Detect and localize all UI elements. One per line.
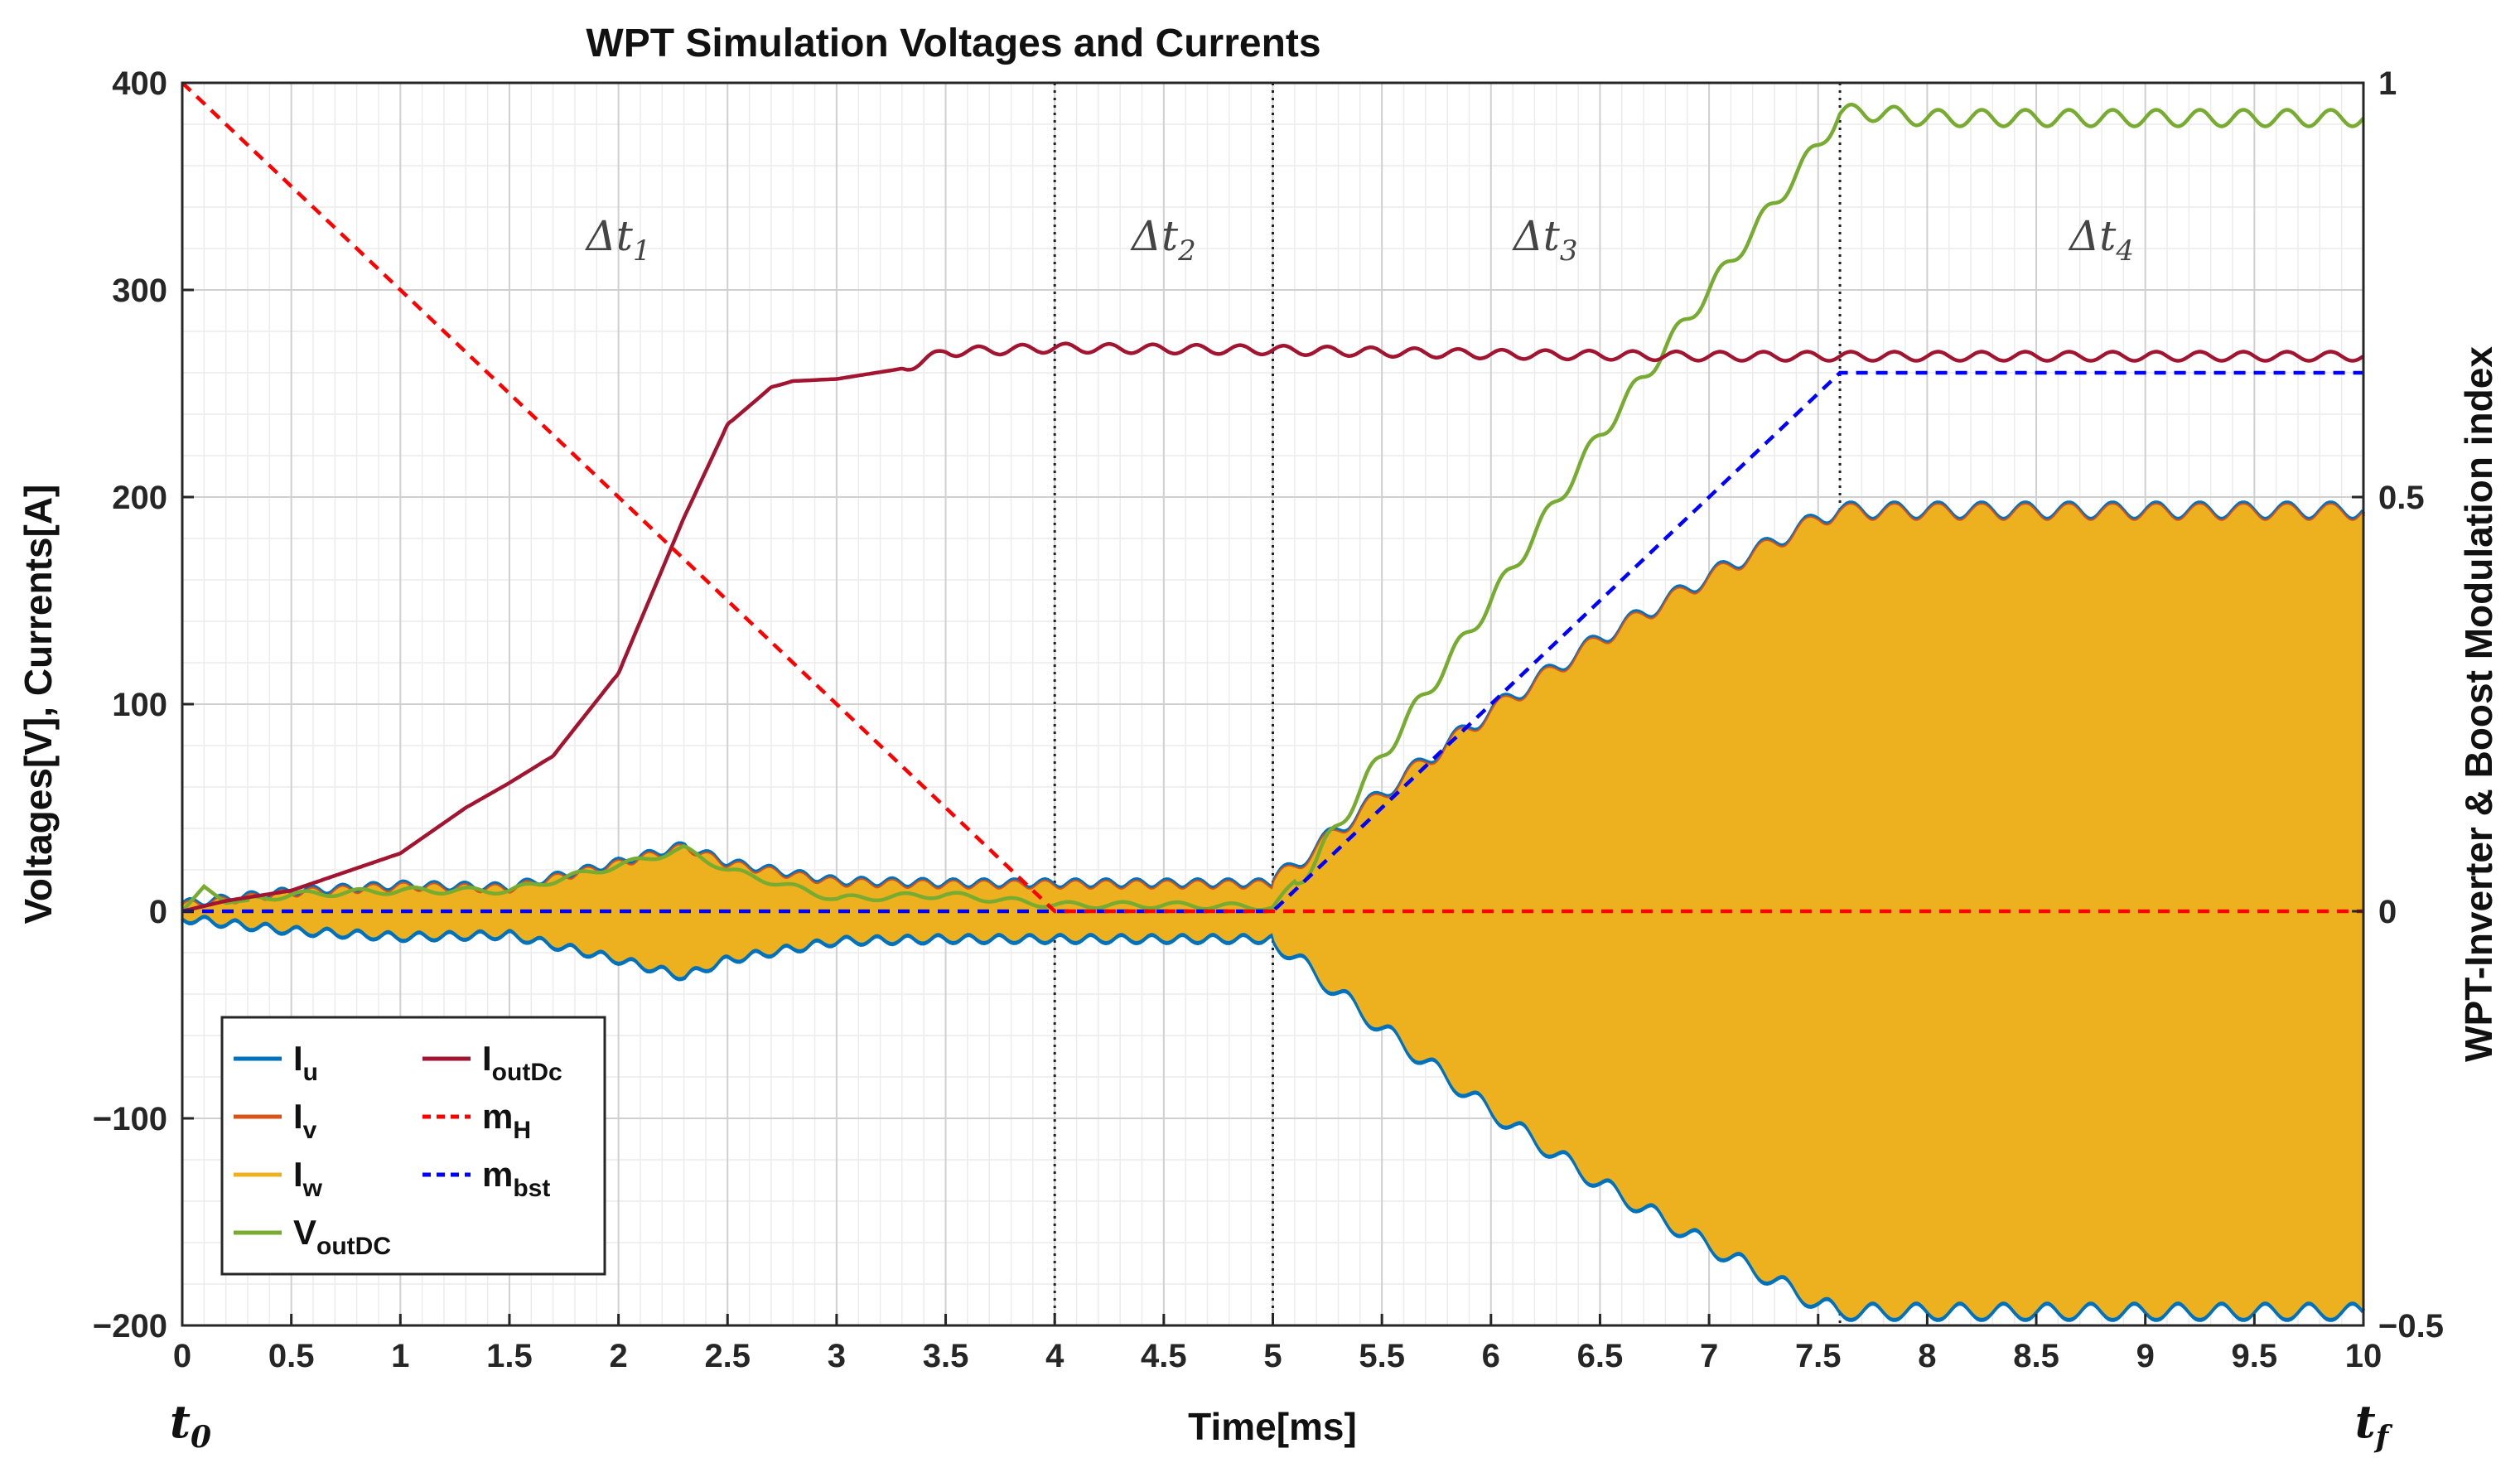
time-mark-label: tf (2355, 1395, 2393, 1455)
x-tick-label: 4.5 (1141, 1338, 1187, 1374)
right-y-axis-label: WPT-Inverter & Boost Modulation index (2457, 346, 2500, 1062)
x-tick-label: 6.5 (1577, 1338, 1624, 1374)
legend: Iu Iv Iw VoutDC IoutDc mH mbst (220, 1016, 606, 1276)
legend-label: mH (482, 1097, 531, 1144)
x-tick-label: 5.5 (1359, 1338, 1405, 1374)
x-tick-label: 8.5 (2013, 1338, 2059, 1374)
phase-label: Δt2 (1130, 212, 1196, 268)
left-tick-label: 0 (149, 894, 167, 930)
series-lines-layer (181, 81, 2365, 914)
right-axis-ticks: 1 0.5 0 −0.5 (2352, 65, 2444, 1345)
x-axis-label: Time[ms] (1188, 1405, 1357, 1448)
left-tick-label: 100 (112, 687, 167, 723)
x-tick-label: 2.5 (704, 1338, 751, 1374)
x-tick-label: 0 (173, 1338, 191, 1374)
legend-label: VoutDC (293, 1213, 391, 1260)
left-tick-label: −100 (93, 1101, 167, 1137)
right-tick-label: 0 (2378, 894, 2397, 930)
x-tick-label: 8 (1918, 1338, 1936, 1374)
series-mh-line (181, 81, 2363, 914)
legend-box (220, 1016, 606, 1276)
x-tick-label: 6 (1482, 1338, 1500, 1374)
x-tick-label: 10 (2345, 1338, 2382, 1374)
legend-label: Iw (293, 1155, 323, 1202)
x-tick-label: 5 (1263, 1338, 1282, 1374)
phase-label: Δt3 (1512, 212, 1578, 268)
right-tick-label: −0.5 (2378, 1308, 2444, 1345)
time-mark-label: t0 (170, 1395, 211, 1455)
x-tick-label: 7.5 (1795, 1338, 1842, 1374)
left-tick-label: 400 (112, 65, 167, 102)
x-tick-label: 7 (1700, 1338, 1718, 1374)
left-tick-label: 200 (112, 480, 167, 516)
phase-labels: Δt1 Δt2 Δt3 Δt4 (585, 212, 2134, 268)
x-tick-label: 3 (828, 1338, 846, 1374)
time-marks: t0 tf (170, 1395, 2393, 1455)
x-tick-label: 1 (391, 1338, 409, 1374)
x-tick-label: 1.5 (486, 1338, 533, 1374)
legend-label: IoutDc (482, 1039, 562, 1086)
y-axis-label: Voltages[V], Currents[A] (17, 485, 60, 925)
phase-label: Δt1 (585, 212, 651, 268)
phase-label: Δt4 (2068, 212, 2134, 268)
x-tick-label: 3.5 (923, 1338, 969, 1374)
x-tick-label: 0.5 (268, 1338, 315, 1374)
legend-label: mbst (482, 1155, 550, 1202)
legend-label: Iv (293, 1097, 317, 1144)
x-tick-label: 4 (1045, 1338, 1064, 1374)
left-axis-ticks: 400 300 200 100 0 −100 −200 (93, 65, 194, 1345)
right-tick-label: 1 (2378, 65, 2397, 102)
series-voutdc-line (181, 103, 2365, 913)
chart-title: WPT Simulation Voltages and Currents (586, 22, 1320, 65)
x-tick-label: 2 (609, 1338, 627, 1374)
x-axis-ticks: 0 0.5 1 1.5 2 2.5 3 3.5 4 4.5 5 5.5 6 6.5 7 7.5 8 8.5 9 9.5… (173, 1314, 2382, 1374)
series-mbst-line (182, 370, 2363, 914)
legend-label: Iu (293, 1039, 318, 1086)
left-tick-label: 300 (112, 273, 167, 309)
right-tick-label: 0.5 (2378, 480, 2425, 516)
series-ioutdc-line (181, 341, 2365, 914)
x-tick-label: 9 (2136, 1338, 2155, 1374)
left-tick-label: −200 (93, 1308, 167, 1345)
x-tick-label: 9.5 (2232, 1338, 2278, 1374)
